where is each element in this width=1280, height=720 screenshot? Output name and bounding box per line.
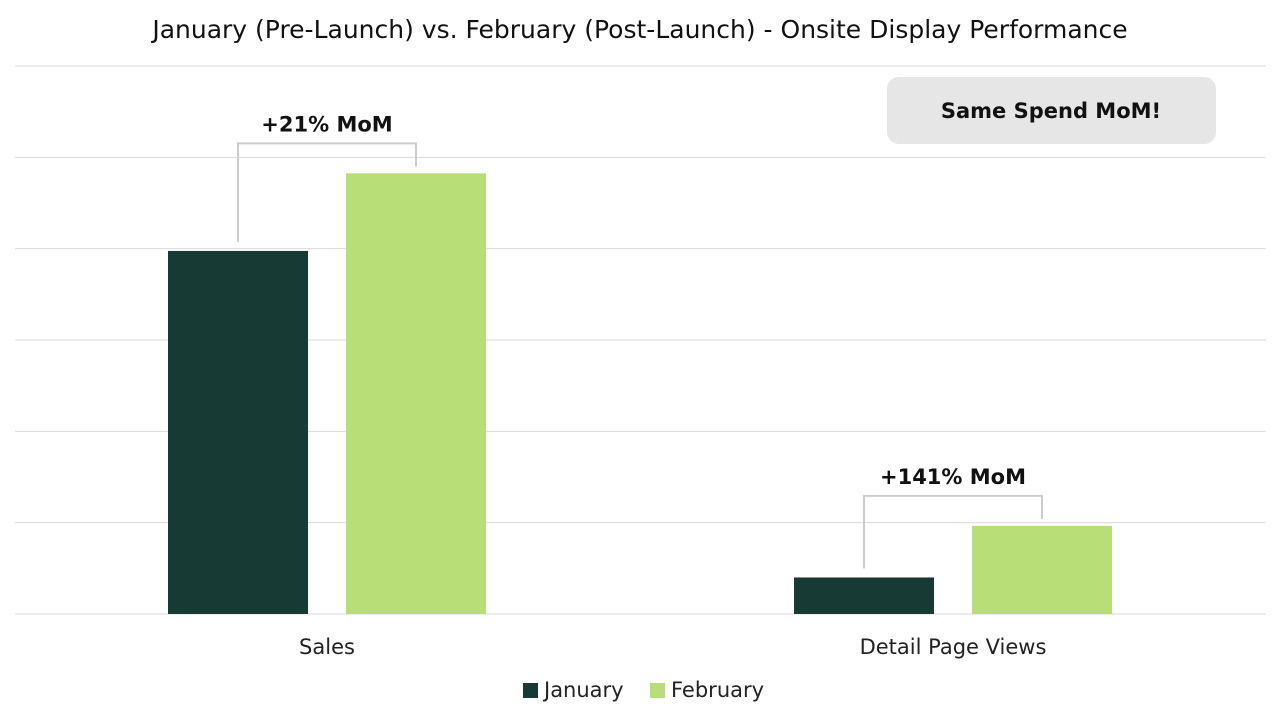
legend-swatch [650, 683, 665, 698]
same-spend-callout: Same Spend MoM! [887, 77, 1216, 144]
category-label: Sales [299, 635, 355, 659]
annotation-bracket [237, 142, 417, 242]
category-label: Detail Page Views [860, 635, 1047, 659]
legend-swatch [523, 683, 538, 698]
bars [168, 173, 1112, 615]
annotations: +21% MoM +141% MoM [261, 112, 1026, 489]
annotation-bracket [863, 494, 1043, 569]
annotation-brackets [237, 142, 1043, 569]
bar-january-sales [168, 250, 308, 614]
legend-label: January [542, 678, 624, 702]
category-labels: Sales Detail Page Views [299, 635, 1046, 659]
annotation-label: +141% MoM [880, 465, 1026, 489]
legend: January February [523, 678, 764, 702]
chart-title: January (Pre-Launch) vs. February (Post-… [150, 15, 1127, 44]
legend-item-january: January [523, 678, 624, 702]
callout-box [887, 77, 1216, 144]
legend-label: February [671, 678, 764, 702]
legend-item-february: February [650, 678, 764, 702]
callout-text: Same Spend MoM! [941, 99, 1161, 123]
bar-january-detail-page-views [794, 577, 934, 614]
annotation-label: +21% MoM [261, 112, 392, 136]
bar-february-sales [346, 173, 486, 615]
bar-february-detail-page-views [972, 525, 1112, 614]
